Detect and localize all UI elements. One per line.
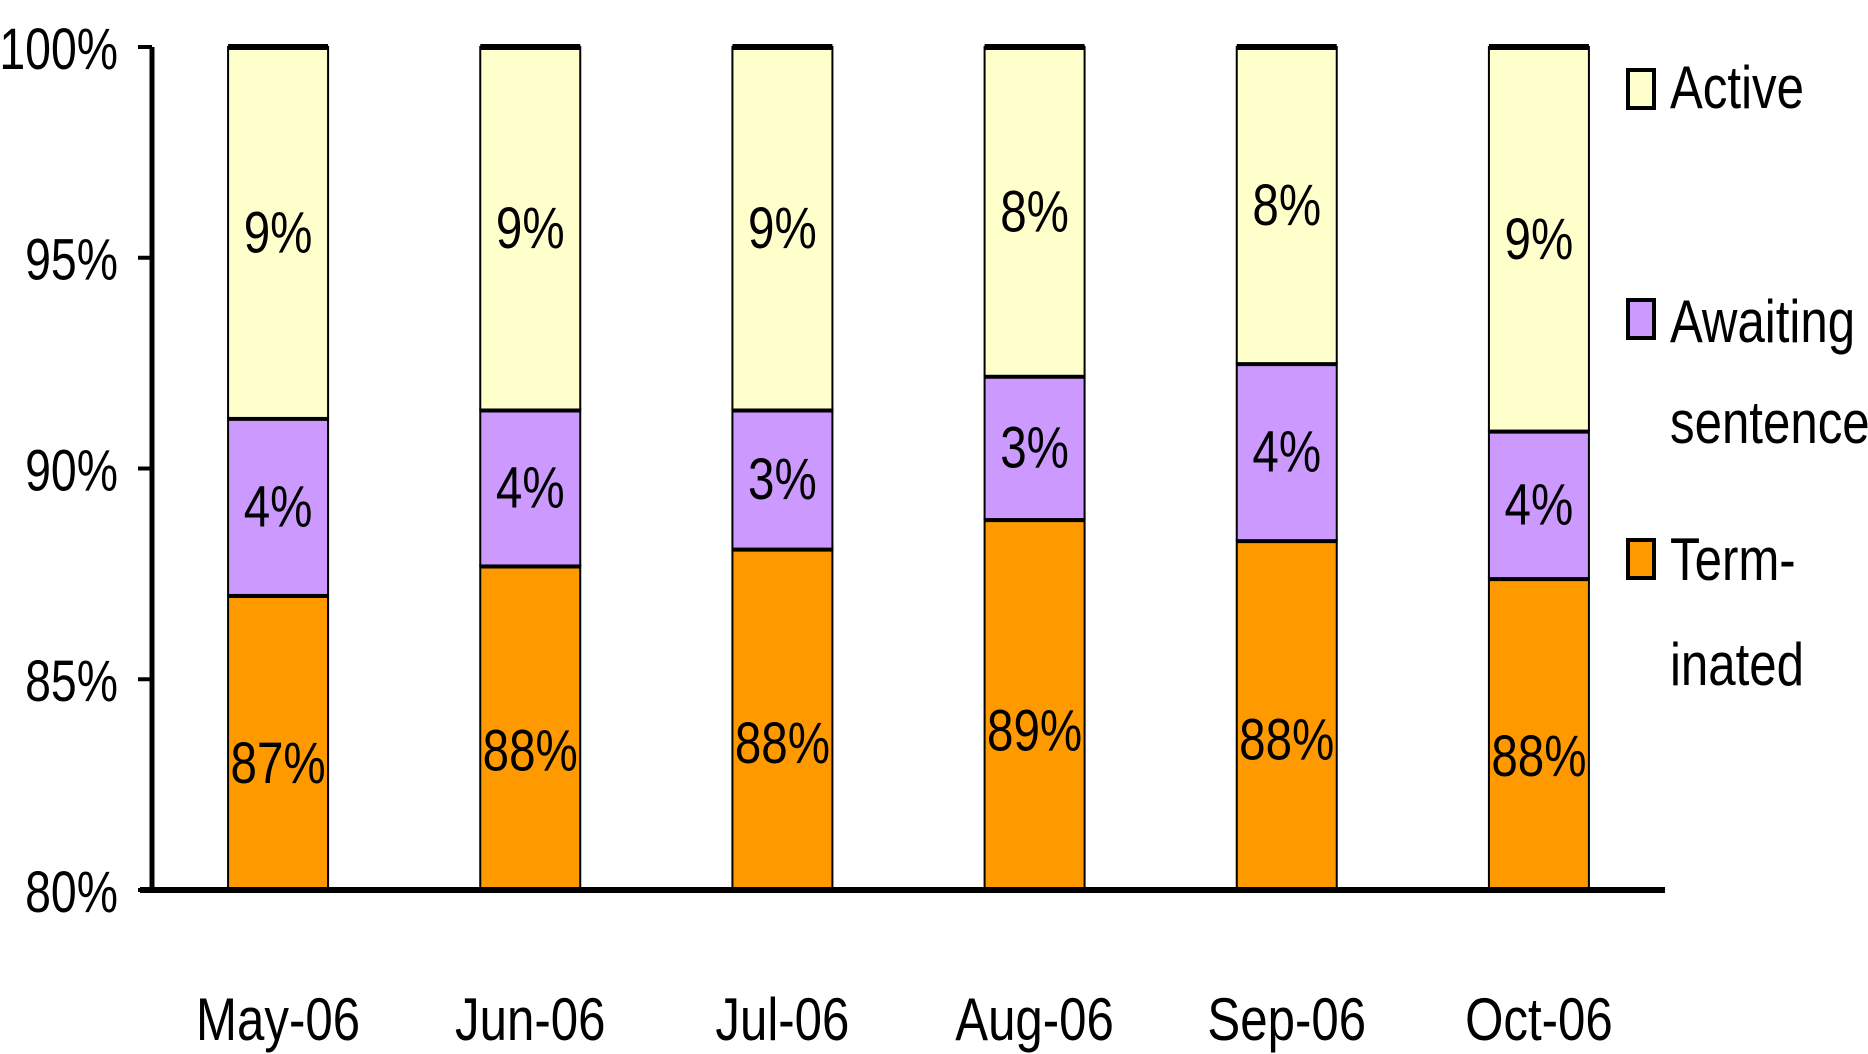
x-tick-label: May-06 [196,985,360,1053]
data-label: 9% [244,201,313,266]
y-tick-label: 90% [25,439,118,504]
bar-segment-active [983,46,1086,377]
legend-label: sentence [1670,388,1868,456]
data-label: 8% [1000,180,1069,245]
data-label: 9% [748,197,817,262]
data-label: 88% [735,712,830,777]
data-label: 87% [231,732,326,797]
bar-segment-awaiting-sentence [1487,429,1590,580]
bar-segment-terminated [983,518,1086,892]
data-label: 4% [496,456,565,521]
bar-segment-awaiting-sentence [227,416,330,596]
bar-segment-terminated [731,547,834,892]
bar-segment-awaiting-sentence [479,408,582,567]
legend-swatch-active [1626,68,1656,110]
data-label: 88% [1491,724,1586,789]
bar-segment-terminated [227,593,330,891]
bar-segment-awaiting-sentence [1235,362,1338,542]
data-label: 88% [1239,708,1334,773]
data-label: 4% [1252,420,1321,485]
data-label: 4% [1505,473,1574,538]
x-tick-label: Jun-06 [455,985,605,1053]
legend-swatch-terminated [1626,538,1656,580]
bar-segment-active [731,46,834,411]
y-tick-label: 100% [0,17,118,82]
data-label: 88% [483,719,578,784]
legend-label: Awaiting [1670,287,1855,355]
x-tick-label: Oct-06 [1465,985,1613,1053]
bar-segment-awaiting-sentence [983,374,1086,521]
bar-segment-active [1487,46,1590,432]
data-label: 8% [1252,174,1321,239]
legend-label: Active [1670,53,1804,121]
legend-label: inated [1670,630,1804,698]
y-tick-label: 85% [25,649,118,714]
data-label: 89% [987,699,1082,764]
data-label: 9% [496,197,565,262]
x-tick-label: Aug-06 [955,985,1114,1053]
bar-segment-awaiting-sentence [731,408,834,550]
x-tick-label: Jul-06 [715,985,849,1053]
data-label: 9% [1505,207,1574,272]
legend: Active Awaiting sentence Term-inated [1626,53,1868,698]
bars-layer: 87% 4% 9% 88% 4% 9% 88% 3% 9% 89% 3% 8% 88% 4% 8% 88% 4%… [227,44,1590,892]
x-tick-label: Sep-06 [1207,985,1366,1053]
y-tick-label: 95% [25,228,118,293]
legend-label: Term- [1670,525,1796,593]
y-tick-label: 80% [25,860,118,925]
data-label: 4% [244,475,313,540]
legend-swatch-awaiting-sentence [1626,298,1656,340]
data-label: 3% [1000,416,1069,481]
bar-segment-active [1235,46,1338,365]
axes-layer: May-06 Jun-06 Jul-06 Aug-06 Sep-06 Oct-06 80% 8… [0,17,1665,1053]
bar-segment-active [227,46,330,419]
data-label: 3% [748,448,817,513]
